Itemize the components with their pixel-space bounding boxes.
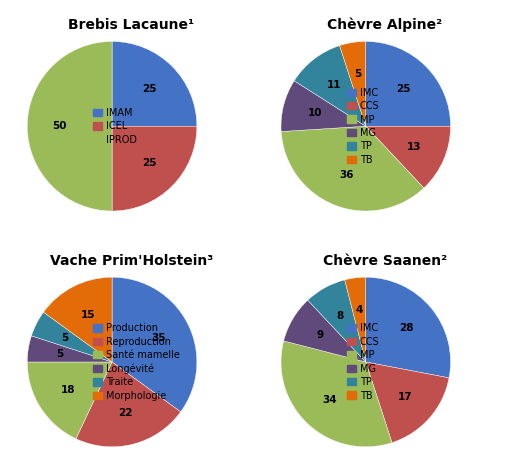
Text: 36: 36 — [339, 170, 353, 180]
Legend: IMAM, ICEL, IPROD: IMAM, ICEL, IPROD — [92, 107, 138, 146]
Text: 28: 28 — [399, 323, 413, 334]
Text: 13: 13 — [407, 142, 421, 152]
Text: 5: 5 — [354, 69, 361, 79]
Wedge shape — [366, 277, 450, 378]
Wedge shape — [340, 41, 366, 126]
Text: 8: 8 — [337, 311, 344, 321]
Wedge shape — [281, 81, 366, 132]
Wedge shape — [281, 341, 392, 447]
Legend: IMC, CCS, MP, MG, TP, TB: IMC, CCS, MP, MG, TP, TB — [346, 87, 380, 166]
Wedge shape — [345, 277, 366, 362]
Text: 11: 11 — [326, 80, 341, 90]
Text: 18: 18 — [60, 385, 75, 395]
Title: Chèvre Saanen²: Chèvre Saanen² — [323, 254, 447, 267]
Legend: IMC, CCS, MP, MG, TP, TB: IMC, CCS, MP, MG, TP, TB — [346, 322, 380, 401]
Title: Brebis Lacaune¹: Brebis Lacaune¹ — [68, 18, 194, 32]
Text: 4: 4 — [356, 305, 363, 315]
Text: 25: 25 — [142, 84, 156, 94]
Text: 17: 17 — [398, 392, 412, 402]
Wedge shape — [366, 362, 449, 443]
Wedge shape — [294, 46, 366, 126]
Wedge shape — [31, 312, 112, 362]
Text: 25: 25 — [396, 84, 410, 94]
Wedge shape — [27, 41, 112, 211]
Wedge shape — [284, 300, 366, 362]
Title: Vache Prim'Holstein³: Vache Prim'Holstein³ — [50, 254, 213, 267]
Text: 34: 34 — [322, 395, 337, 405]
Wedge shape — [43, 277, 112, 362]
Text: 50: 50 — [52, 121, 67, 131]
Wedge shape — [366, 126, 450, 188]
Text: 5: 5 — [61, 333, 69, 343]
Text: 25: 25 — [142, 158, 156, 168]
Wedge shape — [76, 362, 181, 447]
Wedge shape — [112, 41, 197, 126]
Wedge shape — [308, 280, 366, 362]
Text: 35: 35 — [152, 333, 166, 343]
Title: Chèvre Alpine²: Chèvre Alpine² — [327, 17, 442, 32]
Wedge shape — [27, 362, 112, 439]
Wedge shape — [112, 277, 197, 412]
Text: 15: 15 — [81, 310, 95, 320]
Wedge shape — [27, 336, 112, 362]
Wedge shape — [112, 126, 197, 211]
Legend: Production, Reproduction, Santé mamelle, Longévité, Traite, Morphologie: Production, Reproduction, Santé mamelle,… — [92, 322, 181, 402]
Text: 5: 5 — [57, 349, 64, 359]
Wedge shape — [281, 126, 424, 211]
Text: 22: 22 — [118, 408, 133, 418]
Text: 10: 10 — [308, 108, 322, 118]
Text: 9: 9 — [317, 330, 324, 340]
Wedge shape — [366, 41, 450, 126]
